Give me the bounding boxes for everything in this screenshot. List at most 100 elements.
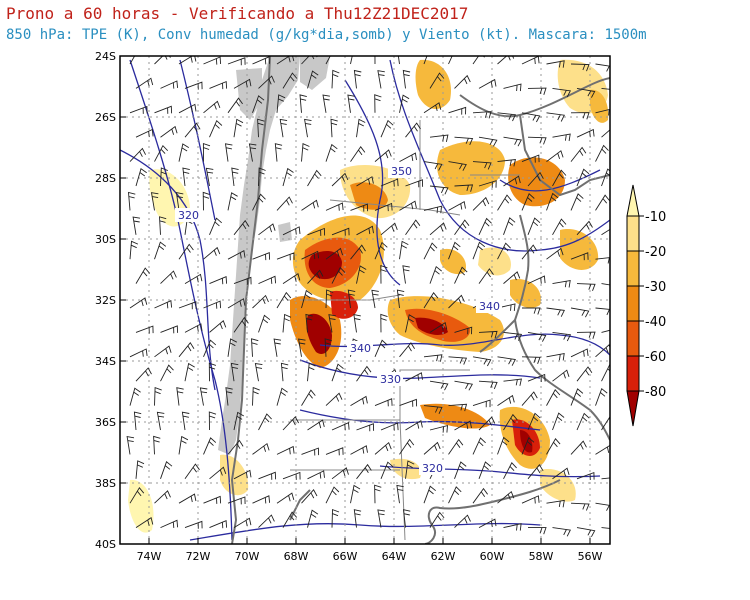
wind-barb	[160, 167, 168, 187]
wind-barb	[521, 495, 540, 504]
wind-barb	[331, 422, 350, 431]
wind-barb	[472, 161, 492, 170]
wind-barb	[159, 216, 167, 235]
wind-barb	[233, 316, 249, 333]
wind-barb	[331, 467, 349, 480]
wind-barb	[601, 129, 610, 138]
wind-barb	[546, 60, 565, 68]
wind-barb	[233, 517, 252, 528]
wind-barb	[209, 217, 222, 235]
wind-barb	[423, 102, 442, 114]
wind-barb	[258, 314, 271, 333]
wind-barb	[129, 147, 146, 162]
wind-barb	[429, 321, 448, 333]
wind-barb	[396, 289, 405, 309]
convergence-shading	[128, 59, 609, 533]
wind-barb	[546, 112, 565, 122]
wind-barb	[324, 338, 332, 357]
wind-barb	[478, 518, 497, 528]
wind-barb	[371, 289, 379, 309]
wind-barb	[258, 514, 275, 528]
wind-barb	[405, 219, 421, 236]
wind-barb	[356, 463, 372, 480]
wind-barb	[423, 161, 443, 171]
wind-barb	[497, 356, 516, 366]
wind-barb	[276, 291, 292, 309]
tpe-isolines	[120, 59, 610, 541]
wind-barb	[454, 380, 474, 391]
wind-barb	[331, 172, 349, 187]
wind-barb	[305, 313, 313, 333]
wind-barb	[133, 411, 142, 431]
wind-barb	[497, 242, 511, 260]
wind-barb	[423, 205, 443, 214]
wind-barb	[448, 106, 467, 115]
wind-barb	[552, 412, 565, 431]
wind-barb	[546, 192, 559, 211]
wind-barb	[478, 330, 498, 339]
wind-barb	[546, 352, 565, 361]
wind-barb	[380, 222, 398, 236]
wind-barb	[307, 227, 326, 236]
lon-label: 70W	[235, 550, 260, 563]
wind-barb	[184, 362, 195, 382]
colorbar-label: -10	[645, 210, 666, 225]
wind-barb	[601, 87, 610, 90]
wind-barb	[399, 438, 415, 455]
wind-barb	[576, 412, 590, 431]
wind-barb	[325, 447, 344, 456]
wind-barb	[252, 252, 271, 261]
wind-barb	[282, 226, 301, 236]
wind-barb	[347, 94, 355, 113]
wind-barb	[178, 103, 197, 114]
wind-barb	[258, 223, 276, 236]
wind-barb	[184, 273, 203, 284]
wind-barb	[307, 470, 325, 480]
wind-barb	[595, 502, 610, 513]
wind-barb	[454, 184, 474, 192]
wind-barb	[377, 509, 385, 528]
wind-barb	[205, 167, 214, 187]
wind-barb	[252, 56, 271, 65]
wind-barb	[601, 477, 610, 480]
wind-barb	[399, 200, 417, 211]
wind-barb	[576, 168, 590, 187]
wind-barb	[350, 484, 361, 504]
wind-barb	[178, 243, 194, 260]
wind-barb	[521, 391, 538, 406]
lat-label: 30S	[95, 233, 116, 246]
wind-barb	[227, 496, 246, 505]
wind-barb	[472, 399, 491, 408]
wind-barb	[199, 387, 208, 406]
wind-barb	[178, 493, 197, 504]
lon-label: 58W	[529, 550, 554, 563]
wind-barb	[429, 425, 449, 433]
wind-barb	[454, 326, 473, 335]
wind-barb	[405, 460, 415, 479]
wind-barb	[448, 161, 467, 171]
wind-barb	[325, 289, 334, 309]
wind-barb	[258, 75, 275, 89]
wind-barb	[429, 511, 445, 528]
wind-barb	[350, 56, 353, 65]
wind-barb	[203, 100, 221, 114]
wind-barb	[258, 471, 277, 480]
wind-barb	[521, 356, 541, 364]
wind-barb	[178, 143, 190, 162]
wind-barb	[405, 122, 421, 138]
wind-barb	[595, 387, 608, 406]
wind-barb	[276, 196, 293, 211]
wind-barb	[227, 338, 238, 357]
wind-barb	[276, 56, 295, 65]
lon-label: 62W	[431, 550, 456, 563]
wind-barb	[331, 266, 346, 284]
lon-label: 74W	[137, 550, 162, 563]
wind-barb	[552, 369, 570, 382]
wind-barb	[546, 499, 565, 508]
wind-barb	[356, 265, 367, 284]
wind-barb	[503, 378, 522, 386]
wind-barb	[282, 313, 292, 333]
wind-barb	[252, 193, 266, 211]
grid-lines	[120, 56, 610, 544]
wind-barb	[330, 118, 338, 138]
